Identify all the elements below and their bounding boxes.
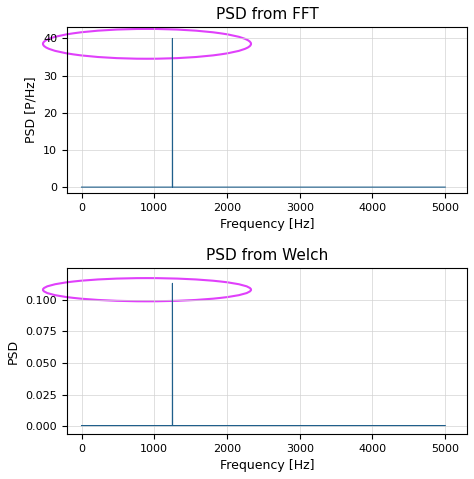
Title: PSD from FFT: PSD from FFT: [216, 7, 319, 22]
X-axis label: Frequency [Hz]: Frequency [Hz]: [220, 218, 314, 231]
X-axis label: Frequency [Hz]: Frequency [Hz]: [220, 459, 314, 472]
Title: PSD from Welch: PSD from Welch: [206, 248, 328, 263]
Y-axis label: PSD: PSD: [7, 338, 20, 364]
Y-axis label: PSD [P/Hz]: PSD [P/Hz]: [25, 77, 37, 143]
